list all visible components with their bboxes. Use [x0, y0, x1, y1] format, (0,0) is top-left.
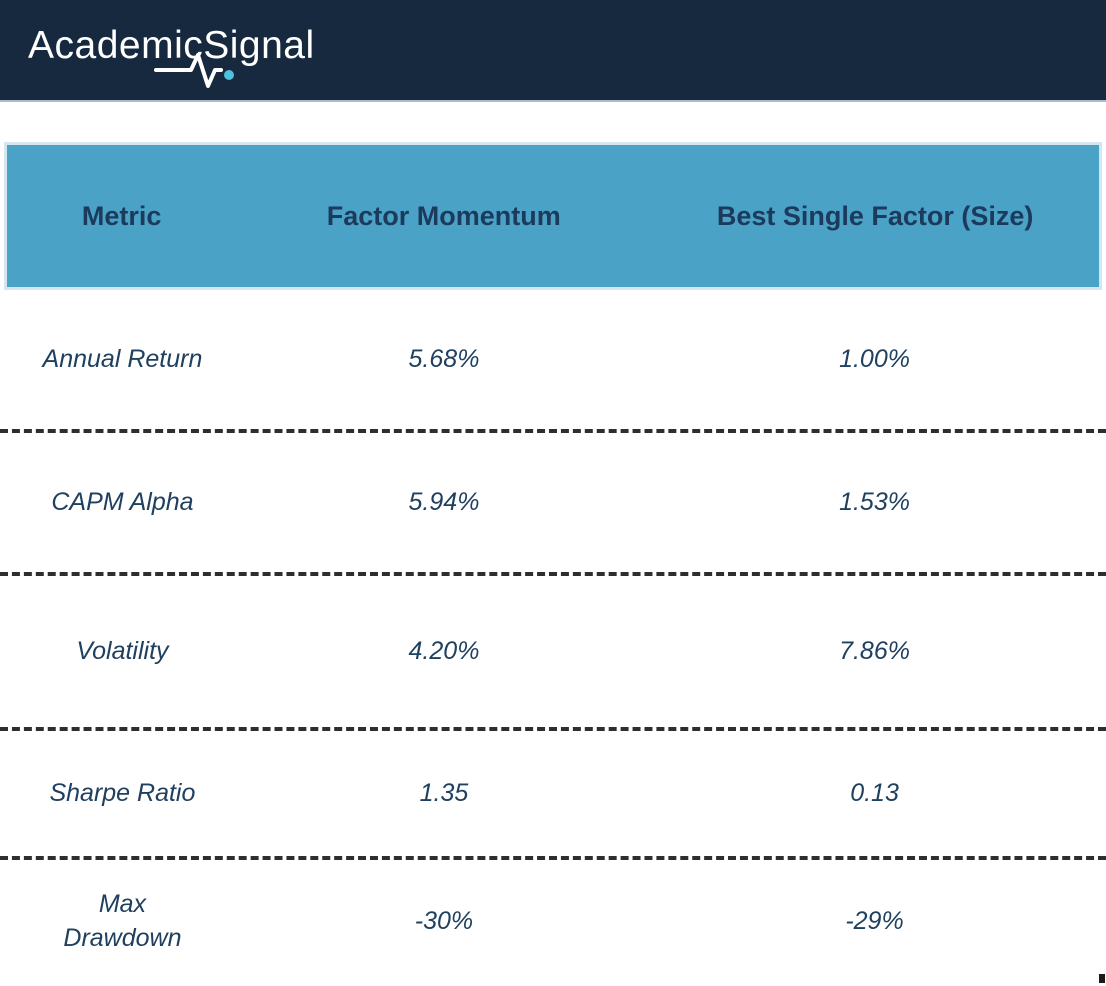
table-row-sharpe-ratio: Sharpe Ratio 1.35 0.13: [0, 731, 1106, 860]
cell-best-single-factor: -29%: [845, 907, 904, 936]
cell-metric: Volatility: [76, 636, 169, 665]
cell-best-single-factor: 0.13: [850, 778, 899, 807]
cell-metric: Max Drawdown: [63, 890, 182, 952]
cell-factor-momentum: 5.68%: [408, 344, 480, 373]
cell-factor-momentum: -30%: [414, 907, 474, 936]
cell-factor-momentum: 5.94%: [408, 487, 480, 516]
metrics-table-body: Annual Return 5.68% 1.00% CAPM Alpha 5.9…: [0, 290, 1106, 984]
table-row-max-drawdown: Max Drawdown -30% -29%: [0, 860, 1106, 984]
cell-best-single-factor: 7.86%: [839, 636, 910, 665]
table-row-annual-return: Annual Return 5.68% 1.00%: [0, 290, 1106, 433]
column-header-best-single-factor: Best Single Factor (Size): [716, 200, 1034, 231]
cell-metric: CAPM Alpha: [51, 487, 194, 516]
brand-banner: AcademicSignal: [0, 0, 1106, 102]
cell-factor-momentum: 1.35: [419, 778, 469, 807]
cell-factor-momentum: 4.20%: [408, 636, 480, 665]
banner-gap: [0, 102, 1106, 142]
table-row-capm-alpha: CAPM Alpha 5.94% 1.53%: [0, 433, 1106, 576]
heartbeat-pulse-icon: [154, 53, 234, 88]
cell-metric: Annual Return: [42, 344, 203, 373]
table-header-row: Metric Factor Momentum Best Single Facto…: [4, 142, 1102, 290]
column-header-factor-momentum: Factor Momentum: [326, 200, 561, 231]
table-row-volatility: Volatility 4.20% 7.86%: [0, 576, 1106, 731]
column-header-metric: Metric: [81, 200, 162, 231]
stray-mark: [1099, 974, 1105, 983]
brand-logo: AcademicSignal: [28, 24, 315, 67]
cell-best-single-factor: 1.53%: [839, 487, 910, 516]
cell-metric: Sharpe Ratio: [49, 778, 196, 807]
cell-best-single-factor: 1.00%: [839, 344, 910, 373]
